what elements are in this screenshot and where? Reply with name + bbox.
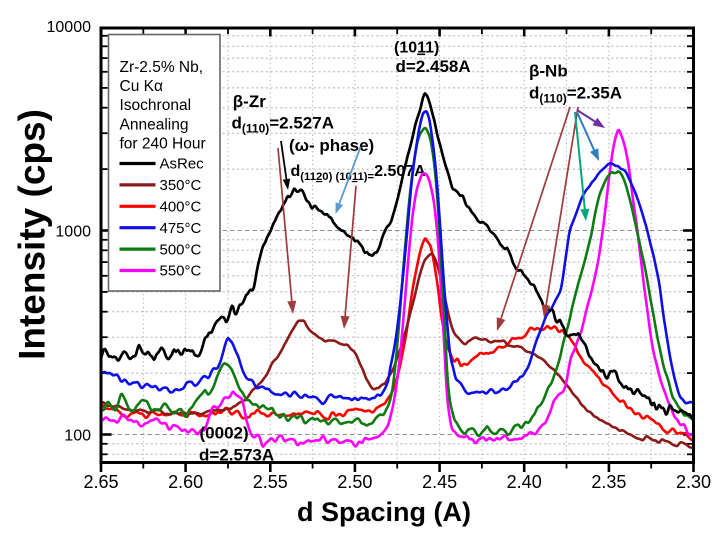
svg-text:2.45: 2.45 — [422, 472, 457, 492]
svg-text:(ω- phase): (ω- phase) — [289, 136, 374, 155]
svg-text:2.30: 2.30 — [676, 472, 711, 492]
svg-text:Cu Kα: Cu Kα — [120, 78, 163, 95]
svg-text:2.65: 2.65 — [83, 472, 118, 492]
svg-text:for 240 Hour: for 240 Hour — [120, 136, 206, 153]
svg-text:2.50: 2.50 — [337, 472, 372, 492]
svg-text:2.55: 2.55 — [253, 472, 288, 492]
svg-text:10000: 10000 — [47, 19, 92, 36]
svg-text:2.40: 2.40 — [507, 472, 542, 492]
svg-text:2.60: 2.60 — [168, 472, 203, 492]
svg-text:475°C: 475°C — [160, 220, 202, 237]
svg-text:d=2.458A: d=2.458A — [396, 57, 471, 76]
svg-text:β-Nb: β-Nb — [529, 62, 568, 81]
svg-text:d=2.573A: d=2.573A — [199, 446, 274, 465]
svg-text:AsRec: AsRec — [160, 156, 205, 173]
svg-text:(0002): (0002) — [200, 424, 249, 443]
svg-text:2.35: 2.35 — [591, 472, 626, 492]
svg-text:550°C: 550°C — [160, 263, 202, 280]
svg-text:d Spacing (A): d Spacing (A) — [297, 497, 471, 527]
svg-text:Zr-2.5% Nb,: Zr-2.5% Nb, — [120, 59, 204, 76]
svg-text:Annealing: Annealing — [120, 116, 189, 133]
svg-text:400°C: 400°C — [160, 199, 202, 216]
svg-text:Isochronal: Isochronal — [120, 97, 192, 114]
svg-text:100: 100 — [64, 427, 91, 444]
svg-text:350°C: 350°C — [160, 177, 202, 194]
svg-text:(1011): (1011) — [394, 40, 439, 57]
svg-text:Intensity (cps): Intensity (cps) — [12, 109, 53, 360]
svg-text:500°C: 500°C — [160, 241, 202, 258]
svg-text:1000: 1000 — [55, 223, 91, 240]
svg-text:β-Zr: β-Zr — [233, 92, 266, 111]
